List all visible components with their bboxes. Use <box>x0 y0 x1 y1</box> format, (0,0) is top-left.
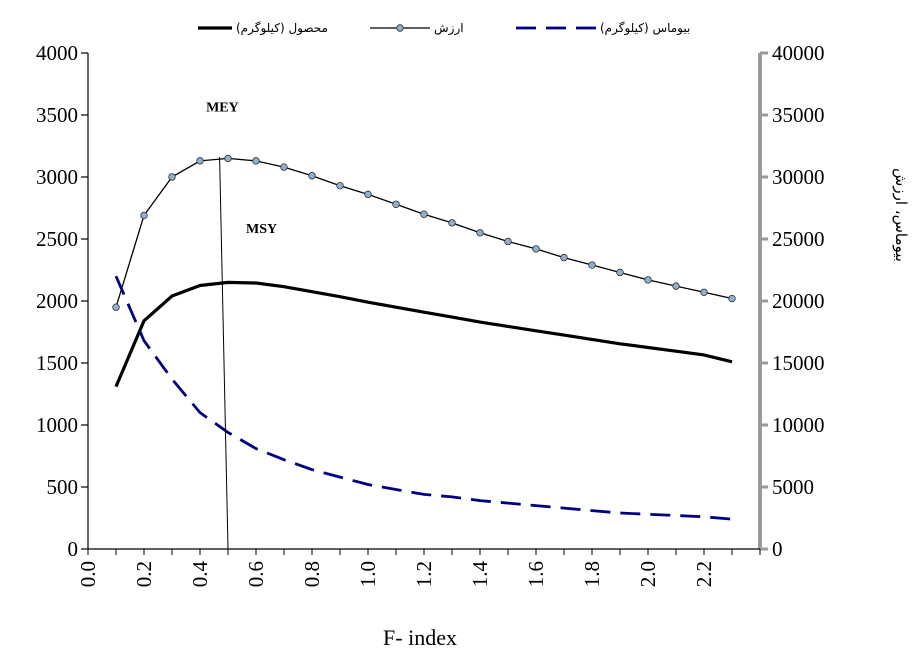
series-1 <box>112 154 736 311</box>
series-0 <box>114 280 733 388</box>
data-point <box>420 210 428 218</box>
y-right-axis-label: بیوماس، ارزش <box>892 168 910 262</box>
x-tick-label: 1.6 <box>524 561 548 587</box>
data-point <box>588 261 596 269</box>
series-layer <box>112 154 736 521</box>
x-tick-label: 1.2 <box>412 561 436 587</box>
x-tick-label: 2.0 <box>636 561 660 587</box>
data-point <box>504 237 512 246</box>
y-left-tick-label: 1000 <box>36 413 78 437</box>
y-left-tick-label: 3500 <box>36 103 78 127</box>
y-right-tick-label: 30000 <box>772 165 825 189</box>
y-right-tick-label: 20000 <box>772 289 825 313</box>
data-point <box>728 294 736 303</box>
y-left-tick-label: 4000 <box>36 41 78 65</box>
x-tick-label: 1.4 <box>468 561 492 588</box>
data-point <box>280 163 288 171</box>
data-point <box>112 303 120 311</box>
y-right-tick-label: 5000 <box>772 475 814 499</box>
data-point <box>168 173 176 181</box>
y-right-tick-label: 10000 <box>772 413 825 437</box>
y-left-tick-label: 500 <box>47 475 79 499</box>
data-point <box>616 268 624 277</box>
legend: محصول (کیلوگرم) ارزش بیوماس (کیلوگرم) <box>198 21 690 36</box>
data-point <box>252 157 260 165</box>
data-point <box>700 288 708 297</box>
y-left-tick-label: 3000 <box>36 165 78 189</box>
legend-item-2: بیوماس (کیلوگرم) <box>514 21 690 36</box>
x-tick-label: 1.0 <box>356 561 380 587</box>
legend-label: محصول (کیلوگرم) <box>236 21 328 36</box>
annotation-msy: MSY <box>246 222 277 237</box>
data-point <box>196 157 204 165</box>
x-tick-label: 0.0 <box>76 561 100 587</box>
axes-layer: 0500100015002000250030003500400005000100… <box>36 41 825 587</box>
legend-marker <box>396 24 404 32</box>
data-point <box>308 172 316 180</box>
x-tick-label: 1.8 <box>580 561 604 587</box>
series-line <box>114 280 733 388</box>
data-point <box>532 245 540 253</box>
y-left-tick-label: 1500 <box>36 351 78 375</box>
x-axis-label: F- index <box>383 625 457 650</box>
data-point <box>224 154 232 163</box>
data-point <box>672 282 680 290</box>
data-point <box>392 200 400 208</box>
y-right-tick-label: 15000 <box>772 351 825 375</box>
y-right-tick-label: 40000 <box>772 41 825 65</box>
y-right-tick-label: 0 <box>772 537 783 561</box>
legend-label: بیوماس (کیلوگرم) <box>600 21 690 36</box>
legend-label: ارزش <box>434 21 464 36</box>
data-point <box>560 253 568 262</box>
data-point <box>644 276 652 284</box>
data-point <box>364 190 372 199</box>
y-right-tick-label: 35000 <box>772 103 825 127</box>
series-2 <box>114 275 733 521</box>
legend-item-1: ارزش <box>370 21 464 36</box>
legend-item-0: محصول (کیلوگرم) <box>198 21 328 36</box>
x-tick-label: 0.6 <box>244 561 268 587</box>
x-tick-label: 0.2 <box>132 561 156 587</box>
y-left-tick-label: 2000 <box>36 289 78 313</box>
y-left-tick-label: 0 <box>68 537 79 561</box>
data-point <box>448 219 456 227</box>
x-tick-label: 0.8 <box>300 561 324 587</box>
y-right-tick-label: 25000 <box>772 227 825 251</box>
data-point <box>140 211 148 220</box>
data-point <box>476 229 484 237</box>
y-left-tick-label: 2500 <box>36 227 78 251</box>
x-tick-label: 0.4 <box>188 561 212 588</box>
annotation-mey: MEY <box>206 100 239 115</box>
x-tick-label: 2.2 <box>692 561 716 587</box>
reference-line <box>219 157 229 550</box>
series-line <box>114 275 733 521</box>
data-point <box>336 181 344 190</box>
annotations: MEY MSY <box>206 100 277 550</box>
